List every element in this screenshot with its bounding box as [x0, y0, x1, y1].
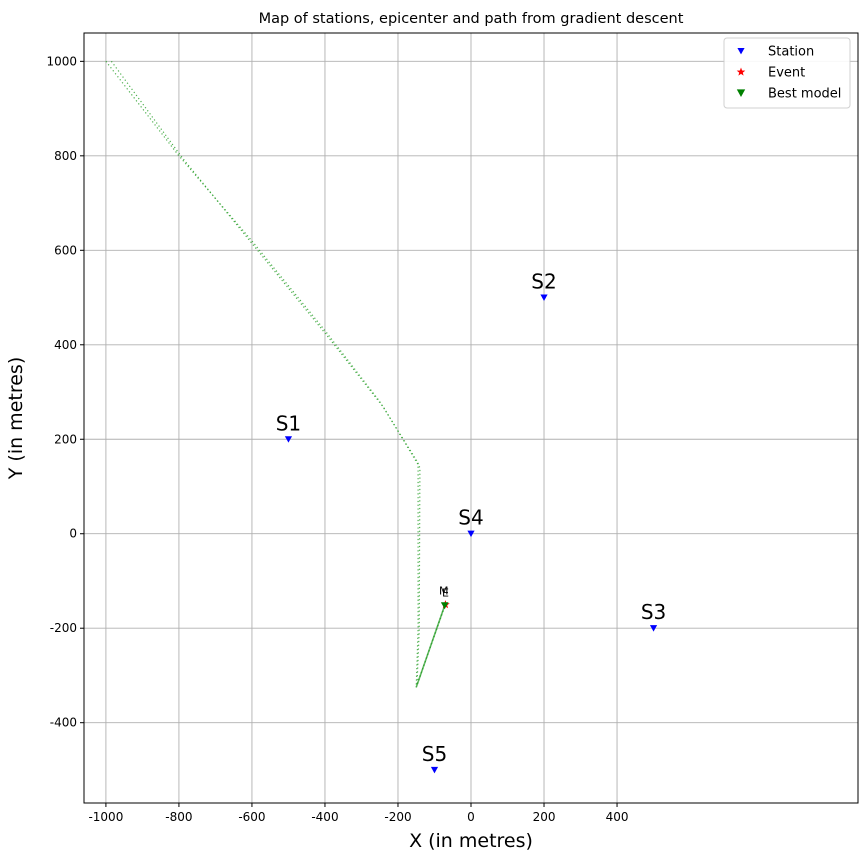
best-model-marker [440, 602, 449, 610]
station-marker [649, 625, 658, 632]
x-tick-label: 200 [533, 810, 556, 824]
x-tick-label: -400 [311, 810, 338, 824]
best-model-label: M [439, 585, 449, 598]
legend-box [723, 37, 851, 109]
x-tick-label: -600 [238, 810, 265, 824]
x-tick-label: -1000 [88, 810, 123, 824]
event-label: E [442, 587, 449, 600]
station-label: S2 [531, 270, 556, 294]
y-tick-label: 800 [54, 149, 77, 163]
stations: S1 S2 S3 S4 S5 [276, 270, 666, 774]
y-tick-label: 0 [69, 527, 77, 541]
x-tick-label: 400 [606, 810, 629, 824]
grid-lines [84, 33, 858, 803]
y-tick-label: 600 [54, 243, 77, 257]
y-axis-ticks: -400 -200 0 200 400 600 800 1000 [46, 54, 84, 730]
x-axis-label: X (in metres) [409, 830, 533, 852]
path-line [105, 60, 446, 688]
station-marker [467, 530, 475, 538]
y-tick-label: -400 [50, 716, 77, 730]
legend-label: Best model [768, 87, 841, 102]
legend-label: Event [768, 66, 805, 81]
station-label: S3 [641, 600, 666, 624]
y-tick-label: 200 [54, 432, 77, 446]
legend-best-model-marker [736, 89, 746, 97]
path-line [110, 60, 446, 686]
station-marker [430, 766, 439, 774]
legend: Station Event Best model [723, 37, 851, 109]
legend-event-marker [736, 67, 746, 76]
x-tick-label: -200 [384, 810, 411, 824]
chart-title: Map of stations, epicenter and path from… [259, 11, 684, 27]
x-axis-ticks: -1000 -800 -600 -400 -200 0 200 400 [88, 803, 628, 824]
legend-label: Station [768, 45, 814, 60]
station-label: S5 [422, 742, 447, 766]
station-label: S4 [458, 506, 483, 530]
station-marker [540, 294, 548, 301]
station-marker [284, 436, 293, 443]
y-axis-label: Y (in metres) [5, 357, 27, 480]
event-and-model: EM [439, 585, 450, 610]
legend-station-marker [737, 47, 745, 55]
y-tick-label: -200 [50, 621, 77, 635]
x-tick-label: -800 [165, 810, 192, 824]
path-final-segment [415, 605, 446, 688]
y-tick-label: 1000 [46, 54, 77, 68]
gradient-descent-path [105, 60, 446, 688]
x-tick-label: 0 [467, 810, 475, 824]
y-tick-label: 400 [54, 338, 77, 352]
station-label: S1 [276, 411, 301, 435]
